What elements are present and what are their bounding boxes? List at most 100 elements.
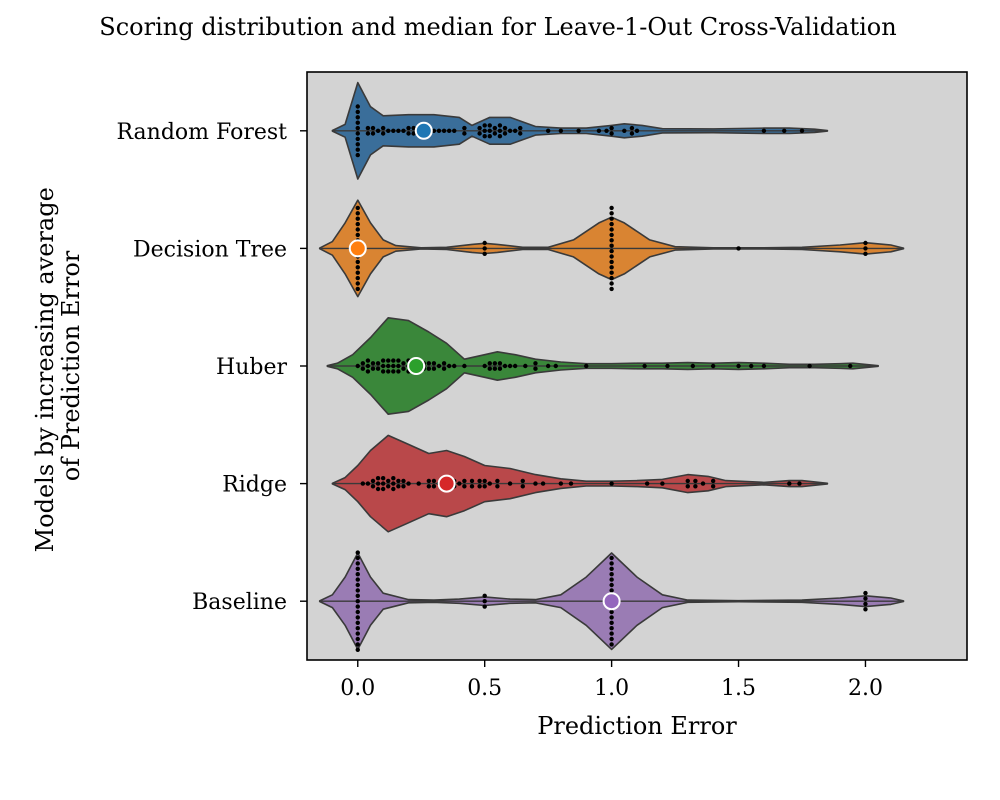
swarm-point-ridge: [520, 478, 525, 484]
swarm-point-ridge: [375, 476, 381, 481]
swarm-point-huber: [545, 363, 551, 369]
median-marker-huber: [407, 357, 426, 375]
swarm-point-random-forest: [518, 131, 523, 136]
swarm-point-huber: [487, 366, 492, 371]
swarm-point-random-forest: [436, 128, 442, 133]
swarm-point-huber: [441, 361, 447, 366]
swarm-point-random-forest: [462, 131, 467, 136]
swarm-point-ridge: [685, 484, 690, 489]
swarm-point-huber: [761, 363, 767, 369]
swarm-point-decision-tree: [609, 238, 614, 243]
swarm-point-decision-tree: [609, 232, 614, 238]
swarm-point-ridge: [482, 484, 487, 489]
swarm-point-decision-tree: [355, 259, 360, 265]
swarm-point-ridge: [477, 478, 482, 484]
swarm-point-ridge: [558, 481, 564, 486]
swarm-point-random-forest: [355, 109, 360, 115]
swarm-point-random-forest: [396, 128, 401, 133]
swarm-point-huber: [533, 361, 538, 366]
swarm-point-baseline: [355, 642, 360, 647]
swarm-point-decision-tree: [609, 227, 614, 232]
swarm-point-baseline: [355, 604, 360, 609]
swarm-point-decision-tree: [863, 240, 868, 246]
swarm-point-baseline: [609, 615, 614, 620]
swarm-point-huber: [370, 361, 376, 366]
swarm-point-baseline: [355, 588, 360, 593]
swarm-point-decision-tree: [355, 270, 360, 275]
swarm-point-ridge: [391, 481, 396, 486]
swarm-point-random-forest: [487, 123, 492, 128]
swarm-point-ridge: [710, 484, 716, 489]
swarm-point-random-forest: [386, 128, 391, 133]
swarm-point-baseline: [355, 577, 360, 582]
swarm-point-baseline: [609, 609, 614, 615]
swarm-point-huber: [584, 363, 589, 369]
swarm-point-huber: [497, 366, 503, 371]
swarm-point-random-forest: [799, 128, 805, 133]
chart-title: Scoring distribution and median for Leav…: [99, 13, 896, 41]
swarm-point-huber: [360, 361, 366, 366]
y-tick-label-huber: Huber: [216, 355, 287, 380]
swarm-point-huber: [401, 366, 406, 371]
swarm-point-random-forest: [365, 131, 371, 136]
swarm-point-baseline: [355, 609, 360, 615]
swarm-point-baseline: [355, 555, 360, 561]
y-axis-label-line-2: of Prediction Error: [57, 250, 85, 481]
swarm-point-random-forest: [576, 128, 581, 133]
swarm-point-random-forest: [502, 131, 508, 136]
swarm-point-decision-tree: [863, 251, 868, 256]
swarm-point-random-forest: [355, 115, 360, 120]
swarm-point-ridge: [693, 484, 698, 489]
swarm-point-huber: [375, 361, 381, 366]
swarm-point-baseline: [482, 599, 487, 604]
swarm-point-random-forest: [375, 128, 381, 133]
swarm-point-random-forest: [497, 123, 503, 128]
swarm-point-decision-tree: [355, 216, 360, 221]
swarm-point-random-forest: [596, 128, 602, 133]
swarm-point-huber: [533, 366, 538, 371]
swarm-point-random-forest: [492, 131, 498, 136]
swarm-point-huber: [365, 358, 371, 363]
swarm-point-huber: [431, 361, 437, 366]
swarm-point-baseline: [609, 626, 614, 631]
median-markers-layer: [348, 121, 621, 611]
swarm-point-huber: [523, 363, 528, 369]
swarm-point-ridge: [462, 484, 467, 489]
swarm-point-random-forest: [629, 125, 635, 131]
swarm-point-huber: [502, 363, 508, 369]
swarm-point-ridge: [520, 484, 525, 489]
swarm-point-random-forest: [365, 125, 371, 131]
swarm-point-random-forest: [452, 128, 457, 133]
swarm-point-huber: [736, 363, 741, 369]
swarm-point-huber: [391, 369, 396, 374]
swarm-point-huber: [375, 366, 381, 371]
swarm-point-random-forest: [355, 120, 360, 125]
swarm-point-huber: [749, 363, 754, 369]
swarm-point-random-forest: [355, 147, 360, 152]
swarm-point-ridge: [609, 481, 614, 486]
swarm-point-random-forest: [355, 131, 360, 136]
swarm-point-random-forest: [411, 125, 416, 131]
swarm-point-huber: [360, 366, 366, 371]
swarm-point-huber: [690, 363, 696, 369]
swarm-point-decision-tree: [482, 251, 487, 256]
swarm-point-random-forest: [355, 152, 360, 158]
x-tick-label: 0.0: [340, 676, 375, 701]
swarm-point-random-forest: [622, 128, 627, 133]
swarm-point-huber: [642, 363, 647, 369]
swarm-point-ridge: [469, 478, 475, 484]
swarm-point-baseline: [609, 577, 614, 582]
x-tick-label: 0.5: [467, 676, 502, 701]
swarm-point-random-forest: [604, 128, 609, 133]
swarm-point-ridge: [477, 484, 482, 489]
swarm-point-baseline: [609, 620, 614, 625]
swarm-point-huber: [431, 366, 437, 371]
swarm-point-baseline: [609, 572, 614, 577]
swarm-point-ridge: [375, 481, 381, 486]
swarm-point-random-forest: [441, 128, 447, 133]
swarm-point-ridge: [431, 484, 437, 489]
swarm-point-ridge: [482, 478, 487, 484]
swarm-point-ridge: [406, 481, 411, 486]
swarm-point-huber: [492, 366, 498, 371]
swarm-point-random-forest: [370, 125, 376, 131]
